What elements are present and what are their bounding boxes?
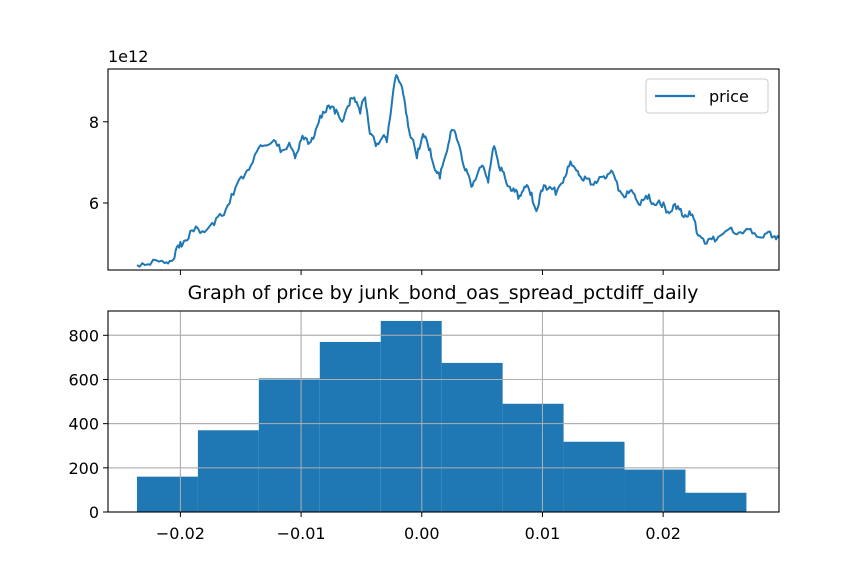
histogram-bar-6: [502, 403, 564, 512]
histogram-frame: [107, 310, 780, 513]
histogram-x-ticks: −0.02 −0.01 0.00 0.01 0.02: [156, 512, 681, 543]
histogram-title: Graph of price by junk_bond_oas_spread_p…: [188, 282, 699, 304]
histogram-bar-4: [380, 320, 442, 512]
line-series-group: [136, 74, 780, 268]
histogram-axes: Graph of price by junk_bond_oas_spread_p…: [68, 282, 780, 543]
histogram-x-tick-label-4: 0.02: [645, 524, 681, 543]
histogram-x-tick-label-1: −0.01: [277, 524, 326, 543]
histogram-y-tick-label-0: 0: [89, 503, 99, 522]
histogram-bar-3: [319, 341, 381, 512]
histogram-bar-7: [563, 441, 625, 512]
histogram-y-ticks: 0 200 400 600 800: [68, 326, 108, 522]
legend: price: [645, 78, 769, 114]
line-chart-x-ticks: [179, 270, 664, 275]
histogram-bars: [136, 320, 747, 512]
histogram-bar-9: [685, 492, 747, 512]
histogram-x-tick-label-2: 0.00: [404, 524, 440, 543]
line-chart-y-tick-label-1: 8: [89, 113, 99, 132]
histogram-bar-2: [258, 378, 320, 512]
line-chart-axes: 68 1e12 price: [89, 47, 780, 275]
histogram-bar-0: [136, 476, 198, 512]
legend-box: [645, 78, 769, 114]
histogram-y-tick-label-4: 800: [68, 326, 99, 345]
line-chart-y-tick-label-0: 6: [89, 194, 99, 213]
line-chart-y-ticks: 68: [89, 113, 108, 213]
histogram-bar-8: [624, 469, 686, 512]
y-offset-label: 1e12: [108, 47, 148, 66]
histogram-y-tick-label-1: 200: [68, 459, 99, 478]
histogram-bar-5: [441, 362, 503, 512]
legend-entry-price: price: [709, 87, 749, 106]
histogram-x-tick-label-0: −0.02: [156, 524, 205, 543]
histogram-x-tick-label-3: 0.01: [525, 524, 561, 543]
histogram-bar-1: [197, 430, 259, 512]
histogram-y-tick-label-3: 600: [68, 370, 99, 389]
line-chart-frame: [107, 68, 780, 271]
histogram-y-tick-label-2: 400: [68, 415, 99, 434]
line-series-price: [136, 74, 780, 268]
